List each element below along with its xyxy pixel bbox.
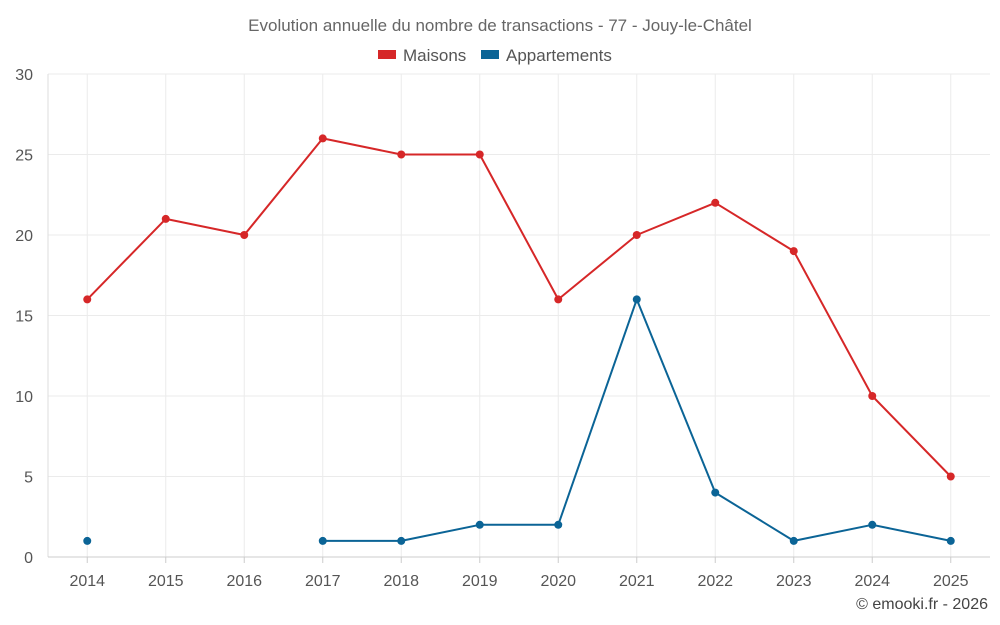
x-tick-label: 2017 — [305, 573, 341, 590]
legend-swatch-appartements — [481, 50, 499, 59]
y-tick-label: 5 — [24, 470, 33, 487]
x-tick-label: 2018 — [383, 573, 419, 590]
x-tick-label: 2020 — [540, 573, 576, 590]
data-point-maisons[interactable] — [789, 247, 798, 256]
legend-label-appartements[interactable]: Appartements — [506, 46, 612, 65]
y-tick-label: 25 — [15, 148, 33, 165]
legend: Maisons Appartements — [378, 46, 612, 65]
x-axis: 2014 2015 2016 2017 2018 2019 2020 2021 2022 2023… — [48, 556, 990, 590]
x-tick-label: 2014 — [69, 573, 105, 590]
data-point-appartements[interactable] — [632, 295, 641, 304]
data-point-appartements[interactable] — [946, 536, 955, 545]
legend-swatch-maisons — [378, 50, 396, 59]
data-point-appartements[interactable] — [83, 536, 92, 545]
data-point-appartements[interactable] — [318, 536, 327, 545]
data-point-appartements[interactable] — [397, 536, 406, 545]
credit-text: © emooki.fr - 2026 — [856, 596, 988, 613]
data-point-maisons[interactable] — [318, 134, 327, 143]
series-appartements — [83, 295, 955, 545]
x-tick-label: 2016 — [226, 573, 262, 590]
y-tick-label: 30 — [15, 67, 33, 84]
series-line-maisons — [86, 137, 952, 478]
data-point-maisons[interactable] — [711, 198, 720, 207]
series-maisons — [83, 134, 955, 481]
x-tick-label: 2022 — [697, 573, 733, 590]
x-tick-label: 2025 — [933, 573, 969, 590]
y-tick-label: 10 — [15, 389, 33, 406]
data-point-appartements[interactable] — [868, 520, 877, 529]
x-tick-label: 2015 — [148, 573, 184, 590]
series-group — [83, 134, 955, 545]
x-tick-label: 2024 — [854, 573, 890, 590]
data-point-appartements[interactable] — [475, 520, 484, 529]
data-point-maisons[interactable] — [868, 392, 877, 400]
y-tick-label: 20 — [15, 228, 33, 245]
data-point-maisons[interactable] — [161, 214, 170, 223]
y-axis: 0 5 10 15 20 25 30 — [15, 67, 49, 567]
x-tick-label: 2019 — [462, 573, 498, 590]
gridlines — [48, 73, 990, 558]
y-tick-label: 0 — [24, 550, 33, 567]
data-point-maisons[interactable] — [632, 231, 641, 239]
data-point-appartements[interactable] — [711, 488, 720, 497]
data-point-maisons[interactable] — [554, 295, 563, 304]
legend-label-maisons[interactable]: Maisons — [403, 46, 466, 65]
data-point-maisons[interactable] — [83, 295, 92, 304]
y-tick-label: 15 — [15, 309, 33, 326]
x-tick-label: 2021 — [619, 573, 655, 590]
data-point-appartements[interactable] — [554, 520, 563, 529]
data-point-maisons[interactable] — [397, 150, 406, 159]
data-point-maisons[interactable] — [475, 150, 484, 159]
data-point-maisons[interactable] — [240, 231, 249, 239]
x-tick-label: 2023 — [776, 573, 812, 590]
data-point-maisons[interactable] — [946, 472, 955, 481]
chart-title: Evolution annuelle du nombre de transact… — [248, 16, 752, 35]
data-point-appartements[interactable] — [789, 536, 798, 545]
